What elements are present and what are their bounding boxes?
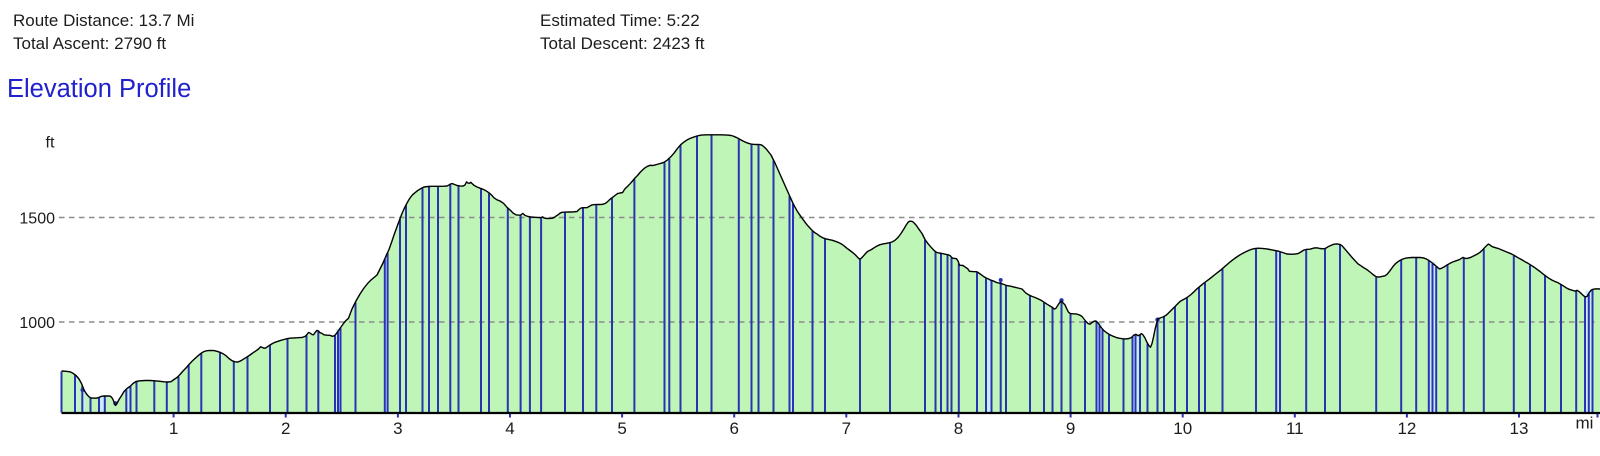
svg-text:10: 10 — [1173, 419, 1192, 438]
svg-text:ft: ft — [46, 135, 55, 152]
svg-text:8: 8 — [954, 419, 963, 438]
svg-text:3: 3 — [393, 419, 402, 438]
svg-text:1: 1 — [169, 419, 178, 438]
svg-text:7: 7 — [842, 419, 851, 438]
svg-text:13: 13 — [1510, 419, 1529, 438]
svg-text:1000: 1000 — [19, 315, 55, 332]
svg-text:5: 5 — [617, 419, 626, 438]
svg-text:2: 2 — [281, 419, 290, 438]
svg-text:12: 12 — [1397, 419, 1416, 438]
svg-text:4: 4 — [505, 419, 514, 438]
svg-text:1500: 1500 — [19, 211, 55, 228]
svg-text:mi: mi — [1576, 414, 1594, 433]
svg-text:9: 9 — [1066, 419, 1075, 438]
svg-text:6: 6 — [729, 419, 738, 438]
svg-text:11: 11 — [1286, 419, 1304, 438]
